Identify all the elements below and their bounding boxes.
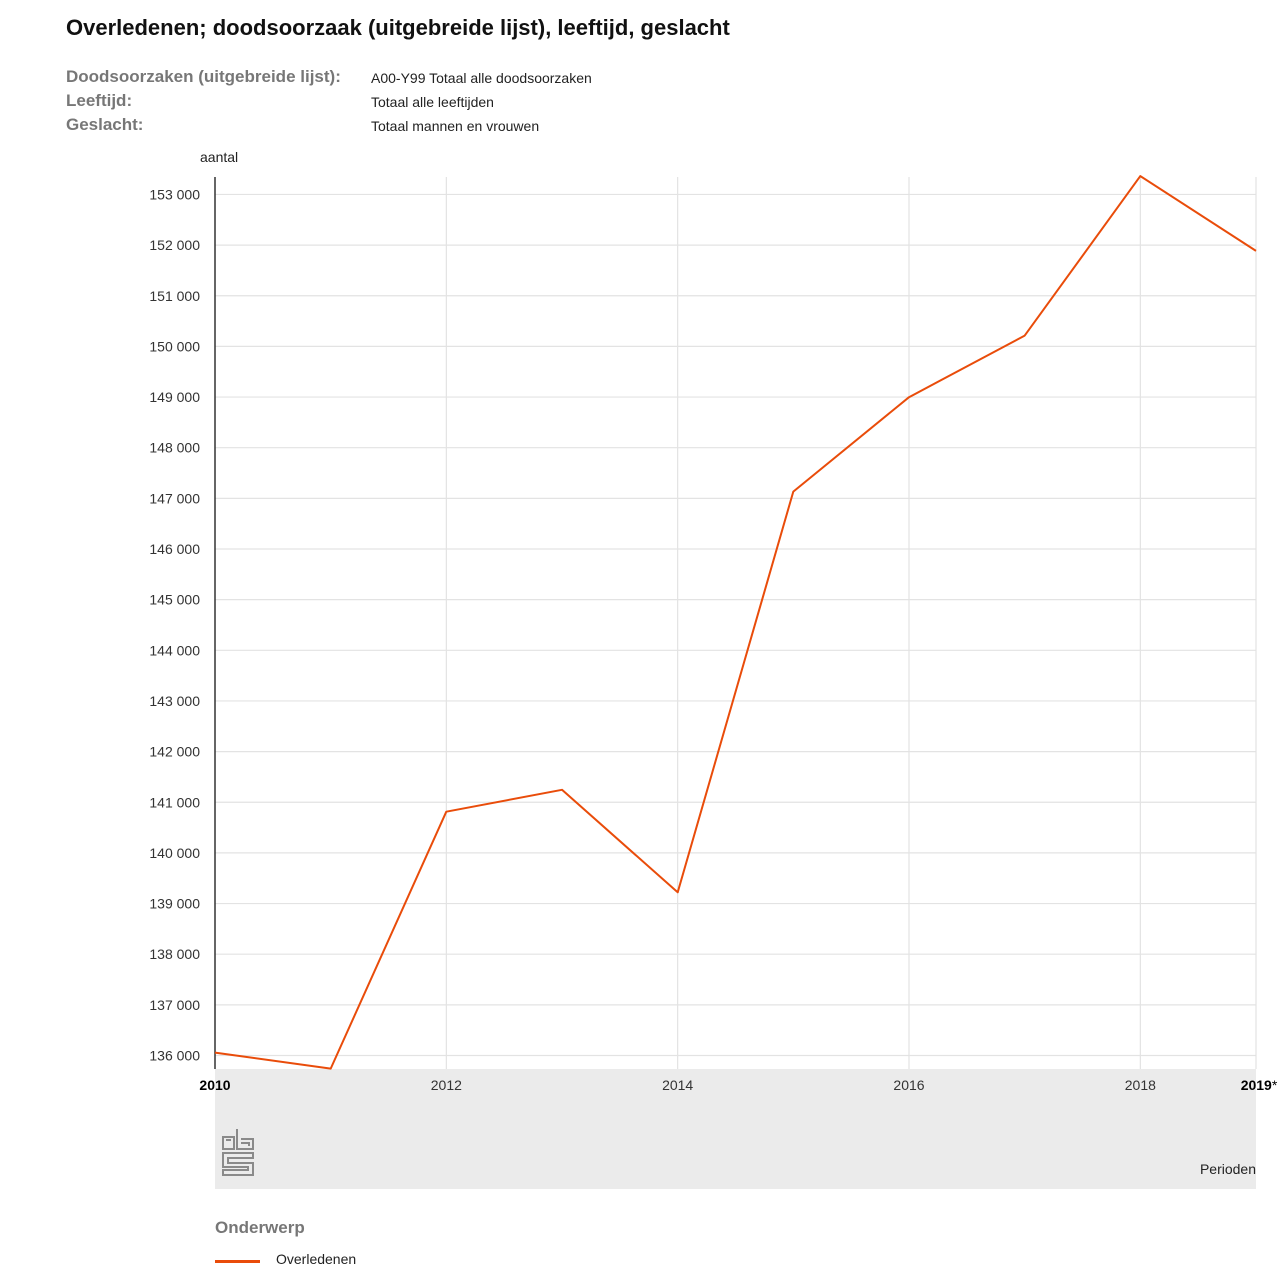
y-axis-label: aantal [200,149,239,165]
legend-swatch [215,1260,260,1263]
data-point[interactable] [1252,247,1260,255]
series-layer [211,172,1260,1073]
y-tick-label: 150 000 [149,338,200,354]
x-axis-ticks: 2010 2012 2014 2016 2018 2019* [199,1077,1277,1093]
filter-value: Totaal mannen en vrouwen [371,118,540,134]
filter-key: Leeftijd: [66,91,133,110]
page-title: Overledenen; doodsoorzaak (uitgebreide l… [66,15,730,40]
x-tick-label: 2012 [431,1077,462,1093]
y-tick-label: 151 000 [149,288,200,304]
y-tick-label: 141 000 [149,794,200,810]
y-tick-label: 136 000 [149,1048,200,1064]
x-axis-label: Perioden [1199,1161,1256,1177]
x-tick-label: 2010 [199,1077,230,1093]
data-point[interactable] [327,1065,335,1073]
y-tick-label: 144 000 [149,642,200,658]
chart-footer-band [215,1069,1256,1189]
cbs-logo-icon [222,1129,254,1176]
y-tick-label: 149 000 [149,389,200,405]
gridlines [215,177,1257,1069]
x-tick-label: 2016 [893,1077,924,1093]
filter-value: Totaal alle leeftijden [371,94,494,110]
y-tick-label: 138 000 [149,946,200,962]
data-point[interactable] [674,888,682,896]
y-tick-label: 146 000 [149,541,200,557]
y-tick-label: 152 000 [149,237,200,253]
filter-key: Geslacht: [66,115,144,134]
data-point[interactable] [558,786,566,794]
y-tick-label: 145 000 [149,592,200,608]
legend-label: Overledenen [276,1251,357,1267]
y-tick-label: 143 000 [149,693,200,709]
data-point[interactable] [789,488,797,496]
legend-title: Onderwerp [215,1218,305,1237]
y-tick-label: 142 000 [149,744,200,760]
y-tick-label: 137 000 [149,997,200,1013]
y-tick-label: 140 000 [149,845,200,861]
series-line-overledenen[interactable] [214,175,1257,1070]
filter-value: A00-Y99 Totaal alle doodsoorzaken [371,70,592,86]
y-tick-label: 147 000 [149,490,200,506]
data-point[interactable] [442,808,450,816]
filter-key: Doodsoorzaken (uitgebreide lijst): [66,67,341,86]
y-axis-ticks: 136 000 137 000 138 000 139 000 140 000 141 0… [149,186,200,1063]
y-tick-label: 148 000 [149,440,200,456]
y-tick-label: 139 000 [149,896,200,912]
data-point[interactable] [1136,172,1144,180]
data-point[interactable] [1021,332,1029,340]
data-point[interactable] [905,393,913,401]
x-tick-label: 2019* [1241,1077,1278,1093]
data-point[interactable] [211,1049,219,1057]
y-tick-label: 153 000 [149,186,200,202]
x-tick-label: 2018 [1125,1077,1156,1093]
x-tick-label: 2014 [662,1077,693,1093]
